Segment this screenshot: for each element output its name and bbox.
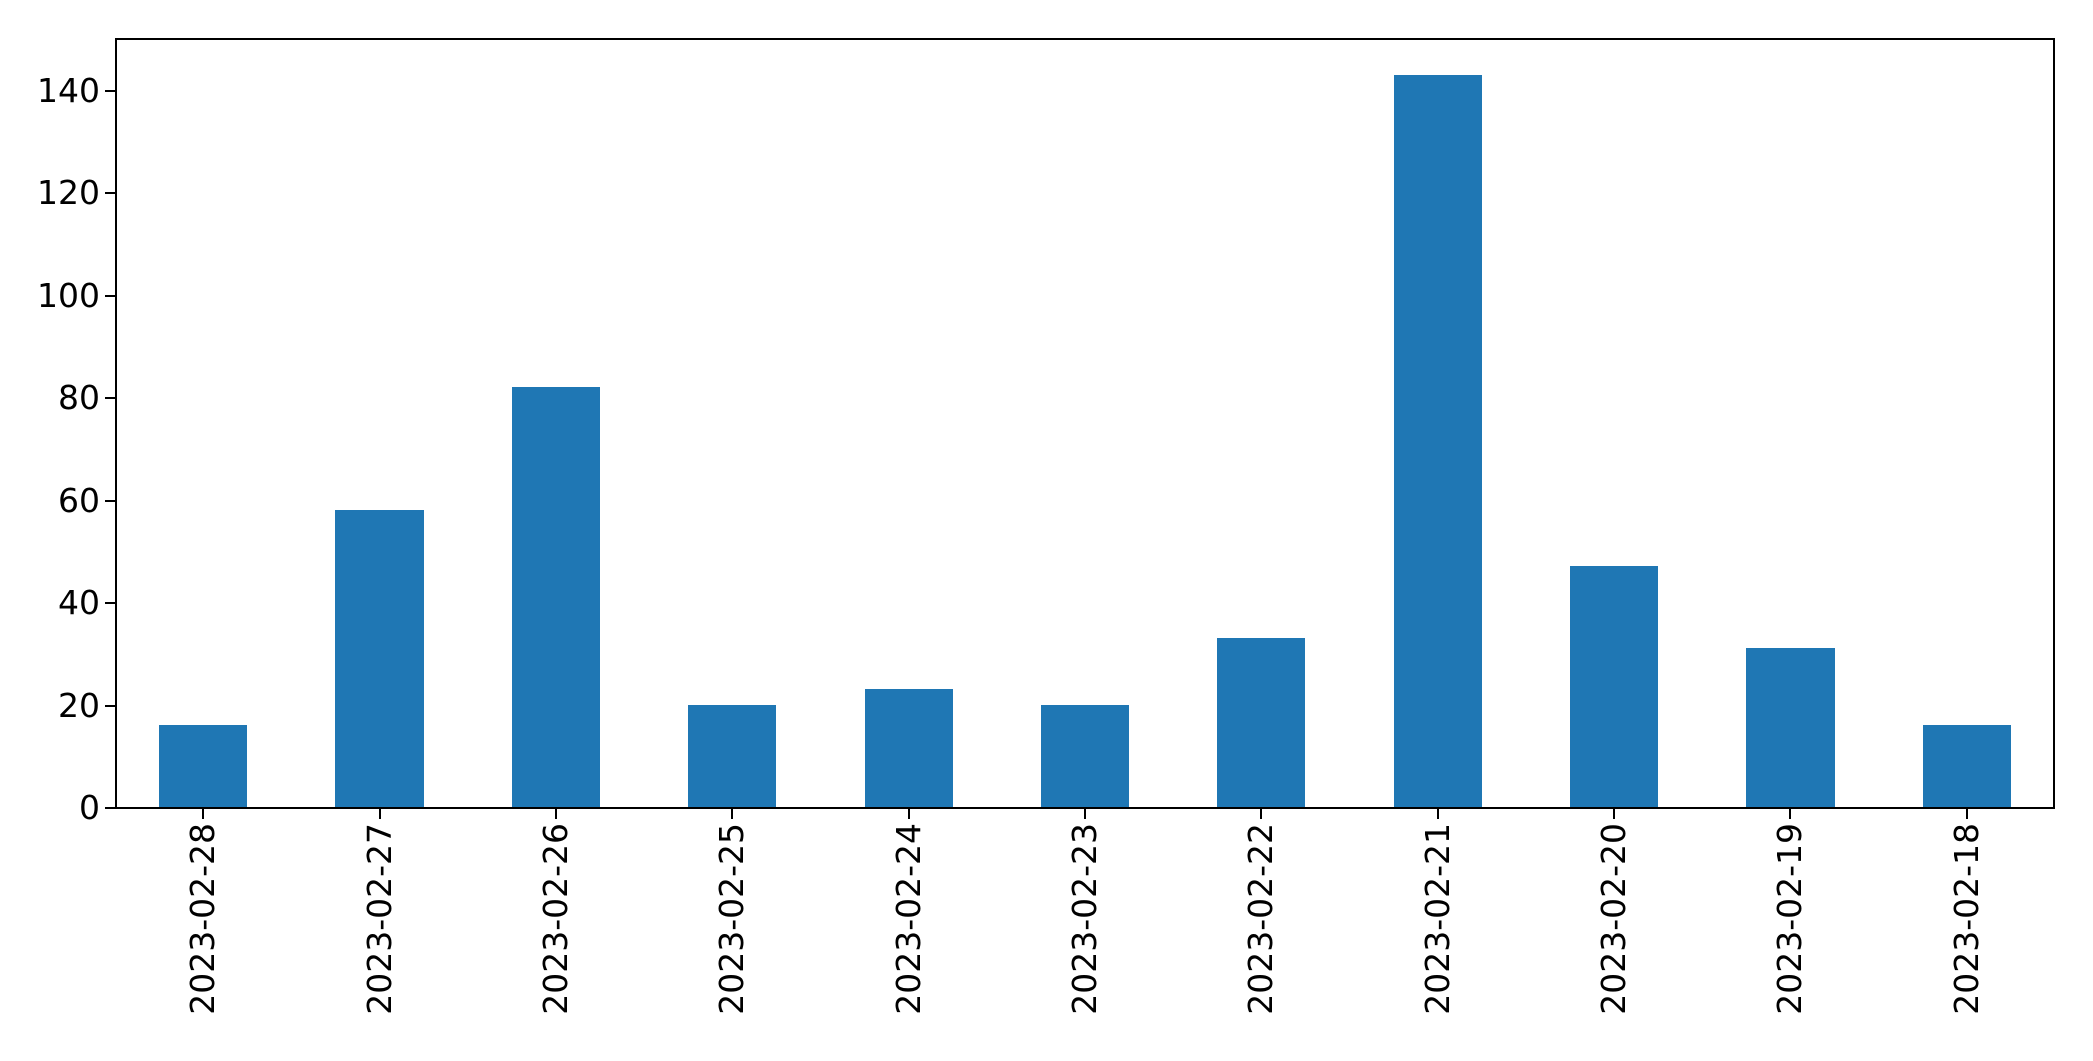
y-tick-mark bbox=[105, 192, 115, 195]
x-tick-label: 2023-02-23 bbox=[1065, 823, 1104, 1015]
bar bbox=[1217, 637, 1306, 807]
y-tick-mark bbox=[105, 602, 115, 605]
x-tick-label: 2023-02-24 bbox=[888, 823, 928, 1015]
y-tick-label: 80 bbox=[58, 378, 100, 418]
x-tick-mark bbox=[1965, 809, 1968, 819]
x-tick-mark bbox=[1789, 809, 1792, 819]
x-tick-label: 2023-02-22 bbox=[1241, 823, 1281, 1015]
y-tick-label: 0 bbox=[79, 788, 100, 827]
x-tick-label: 2023-02-26 bbox=[535, 823, 575, 1015]
y-tick-mark bbox=[105, 704, 115, 707]
y-tick-label: 120 bbox=[37, 173, 100, 213]
bar bbox=[511, 387, 600, 807]
x-tick-mark bbox=[202, 809, 205, 819]
y-tick-mark bbox=[105, 499, 115, 502]
x-tick-label: 2023-02-18 bbox=[1946, 823, 1986, 1015]
bar bbox=[864, 689, 953, 807]
y-tick-label: 140 bbox=[37, 70, 100, 110]
bar bbox=[1570, 566, 1659, 807]
bar bbox=[688, 704, 777, 807]
x-tick-mark bbox=[554, 809, 557, 819]
y-tick-label: 20 bbox=[58, 685, 100, 725]
bar bbox=[1040, 704, 1130, 807]
x-tick-mark bbox=[378, 809, 381, 819]
y-tick-label: 60 bbox=[58, 480, 100, 520]
y-tick-label: 100 bbox=[37, 275, 100, 315]
bar bbox=[1393, 74, 1482, 807]
bar bbox=[335, 509, 424, 807]
bar bbox=[159, 725, 248, 807]
x-tick-mark bbox=[1613, 809, 1616, 819]
y-tick-mark bbox=[105, 294, 115, 297]
x-tick-label: 2023-02-19 bbox=[1770, 823, 1810, 1015]
x-tick-mark bbox=[1436, 809, 1439, 819]
bar bbox=[1746, 648, 1835, 807]
x-tick-mark bbox=[1084, 809, 1086, 819]
x-tick-label: 2023-02-21 bbox=[1417, 823, 1457, 1015]
x-tick-label: 2023-02-27 bbox=[359, 823, 399, 1015]
plot-area bbox=[115, 38, 2055, 809]
x-tick-mark bbox=[907, 809, 910, 819]
x-tick-label: 2023-02-28 bbox=[183, 823, 223, 1015]
y-tick-mark bbox=[105, 89, 115, 92]
x-tick-mark bbox=[731, 809, 734, 819]
x-tick-label: 2023-02-25 bbox=[712, 823, 752, 1015]
x-tick-label: 2023-02-20 bbox=[1594, 823, 1634, 1015]
y-tick-label: 40 bbox=[58, 583, 100, 623]
y-tick-mark bbox=[105, 807, 115, 809]
y-tick-mark bbox=[105, 397, 115, 400]
x-tick-mark bbox=[1260, 809, 1263, 819]
bar bbox=[1922, 725, 2011, 807]
